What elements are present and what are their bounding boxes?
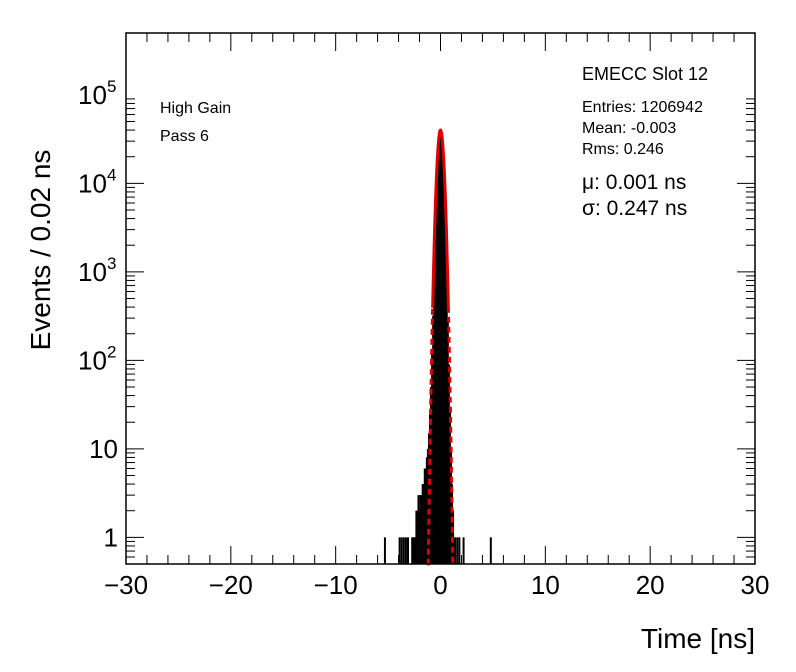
y-tick-label-exponent: 3 [107, 254, 116, 273]
x-tick-label: −10 [314, 570, 358, 600]
gaussian-fit-tail-right [446, 306, 455, 566]
fit-mu: μ: 0.001 ns [582, 171, 686, 194]
y-tick-label: 1 [104, 522, 118, 552]
y-tick-label: 10 [89, 434, 118, 464]
x-axis-title: Time [ns] [641, 623, 755, 654]
fit-layer [426, 128, 455, 566]
fit-sigma: σ: 0.247 ns [582, 197, 687, 220]
y-tick-label-exponent: 5 [107, 77, 116, 96]
x-tick-label: 20 [636, 570, 665, 600]
stat-entries: Entries: 1206942 [582, 99, 703, 116]
x-tick-label: 30 [741, 570, 770, 600]
y-tick-label-exponent: 4 [107, 165, 116, 184]
y-tick-label: 10 [78, 168, 107, 198]
x-tick-label: 10 [531, 570, 560, 600]
stat-rms: Rms: 0.246 [582, 141, 664, 158]
x-axis-tick-labels: −30 −20 −10 0 10 20 30 [104, 570, 770, 600]
chart-title: EMECC Slot 12 [582, 64, 708, 84]
x-axis-ticks [125, 33, 756, 564]
x-tick-label: 0 [433, 570, 447, 600]
pass-label: Pass 6 [160, 128, 209, 145]
y-tick-label-exponent: 2 [107, 342, 116, 361]
gaussian-fit-tail-left [426, 307, 435, 566]
y-axis-title: Events / 0.02 ns [25, 150, 56, 351]
gaussian-fit-curve [431, 128, 450, 308]
x-tick-label: −30 [104, 570, 148, 600]
x-tick-label: −20 [209, 570, 253, 600]
y-axis-ticks [126, 98, 755, 565]
y-tick-label: 10 [78, 345, 107, 375]
stat-mean: Mean: -0.003 [582, 120, 676, 137]
gain-label: High Gain [160, 100, 231, 117]
y-tick-label: 10 [78, 257, 107, 287]
y-tick-label: 10 [78, 80, 107, 110]
data-layer [383, 130, 492, 564]
